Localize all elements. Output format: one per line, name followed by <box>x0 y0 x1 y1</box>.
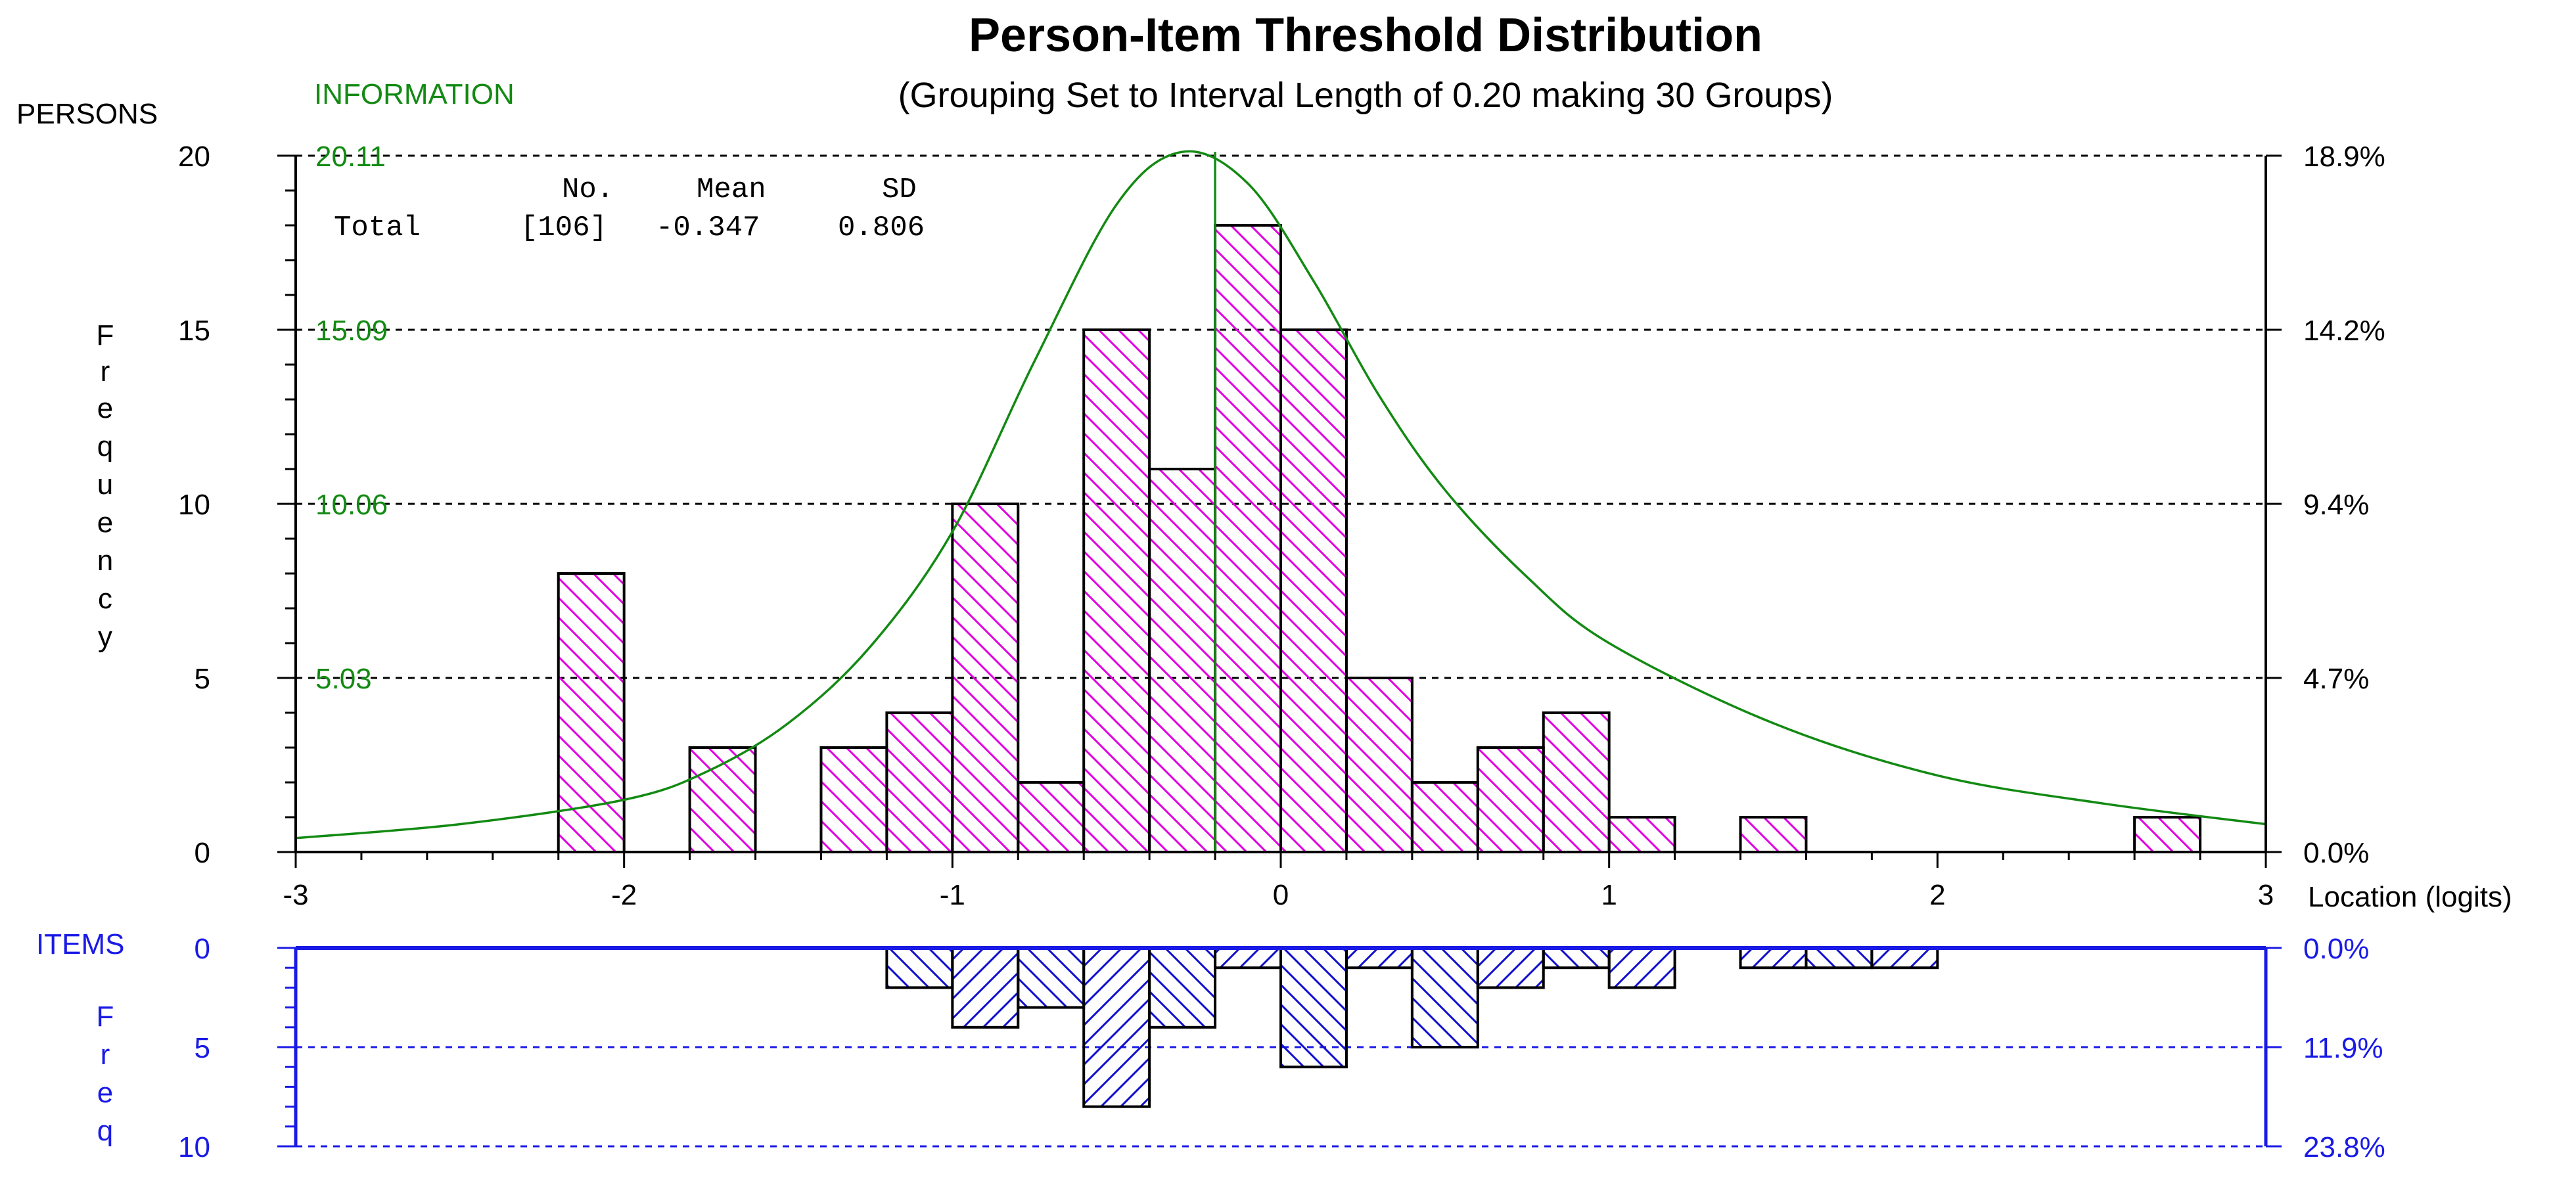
persons-ylabel-char: y <box>98 621 112 653</box>
person-bar <box>1476 746 1545 853</box>
information-tick-label: 5.03 <box>315 663 372 695</box>
items-pct-label: 0.0% <box>2303 933 2369 965</box>
item-bar <box>1739 947 1808 970</box>
person-bar <box>1148 468 1217 853</box>
persons-tick-label: 0 <box>195 837 210 869</box>
item-bar <box>1082 947 1151 1108</box>
statistics-summary: No. Mean SD Total [106] -0.347 0.806 <box>334 173 925 244</box>
stats-mean-value: -0.347 <box>656 212 760 244</box>
stats-no-value: [106] <box>520 212 607 244</box>
item-bar <box>1148 947 1217 1029</box>
person-bar <box>1214 224 1282 853</box>
persons-axis-title: PERSONS <box>16 98 158 130</box>
items-y-ticks: 0 5 10 0.0% 11.9% 23.8% <box>178 933 2385 1163</box>
item-bar <box>951 947 1020 1029</box>
item-bar <box>1870 947 1939 970</box>
items-pct-label: 23.8% <box>2303 1131 2385 1163</box>
chart-title: Person-Item Threshold Distribution <box>969 9 1762 62</box>
items-tick-label: 10 <box>178 1131 210 1163</box>
person-bar <box>819 746 888 853</box>
stats-header-mean: Mean <box>697 173 766 206</box>
x-tick-label: 1 <box>1601 879 1617 911</box>
person-bar <box>2133 816 2202 853</box>
x-axis-ticks: -3 -2 -1 0 1 2 3 <box>283 852 2274 911</box>
items-gridlines <box>296 1046 2266 1148</box>
persons-bars <box>557 224 2202 853</box>
x-tick-label: 3 <box>2258 879 2274 911</box>
items-bars <box>885 947 1939 1108</box>
item-bar <box>1279 947 1348 1069</box>
items-ylabel-char: r <box>101 1039 110 1071</box>
persons-pct-label: 9.4% <box>2303 489 2369 521</box>
item-bar <box>1345 947 1414 970</box>
item-bar <box>1805 947 1874 970</box>
information-tick-label: 10.06 <box>315 489 388 521</box>
items-tick-label: 5 <box>195 1032 210 1064</box>
item-bar <box>1476 947 1545 989</box>
persons-ylabel-char: u <box>97 468 113 501</box>
x-tick-label: -1 <box>940 879 965 911</box>
persons-tick-label: 15 <box>178 315 210 347</box>
information-axis-title: INFORMATION <box>314 78 515 110</box>
information-tick-label: 20.11 <box>315 141 386 173</box>
persons-pct-label: 4.7% <box>2303 663 2369 695</box>
persons-ylabel-char: e <box>97 392 113 424</box>
item-bar <box>1410 947 1479 1048</box>
persons-y-ticks: 5.03 10.06 15.09 20.11 0 5 10 15 20 0.0% 4.7% 9.4% 1… <box>178 141 2385 869</box>
item-bar <box>1542 947 1611 970</box>
stats-sd-value: 0.806 <box>838 212 925 244</box>
items-ylabel-char: e <box>97 1077 113 1109</box>
person-bar <box>885 711 954 853</box>
persons-ylabel-char: r <box>101 355 110 388</box>
item-bar <box>1607 947 1676 989</box>
items-axis-title: ITEMS <box>36 928 124 960</box>
persons-tick-label: 5 <box>195 663 210 695</box>
person-bar <box>1542 711 1611 853</box>
persons-ylabel: F r e q u e n c y <box>97 319 114 653</box>
item-bar <box>1214 947 1282 970</box>
persons-ylabel-char: q <box>97 430 113 462</box>
x-tick-label: -3 <box>283 879 308 911</box>
items-pct-label: 11.9% <box>2303 1032 2383 1064</box>
persons-pct-label: 18.9% <box>2303 141 2385 173</box>
x-axis-label: Location (logits) <box>2308 881 2512 913</box>
persons-ylabel-char: F <box>97 319 114 351</box>
persons-pct-label: 14.2% <box>2303 315 2385 347</box>
items-ylabel-char: q <box>97 1115 113 1147</box>
persons-tick-label: 10 <box>178 489 210 521</box>
chart-subtitle: (Grouping Set to Interval Length of 0.20… <box>898 76 1833 115</box>
items-ylabel-char: F <box>97 1000 114 1033</box>
person-bar <box>1607 816 1676 853</box>
person-bar <box>951 503 1020 853</box>
item-bar <box>885 947 954 989</box>
item-bar <box>1017 947 1086 1009</box>
stats-header-no: No. <box>562 173 614 206</box>
persons-pct-label: 0.0% <box>2303 837 2369 869</box>
stats-header-sd: SD <box>882 173 917 206</box>
person-bar <box>1017 781 1086 853</box>
person-bar <box>1410 781 1479 853</box>
persons-tick-label: 20 <box>178 141 210 173</box>
x-tick-label: 2 <box>1929 879 1945 911</box>
stats-row-label: Total <box>334 212 421 244</box>
x-tick-label: -2 <box>611 879 637 911</box>
person-bar <box>1279 328 1348 853</box>
person-bar <box>1739 816 1808 853</box>
person-bar <box>1345 677 1414 853</box>
information-curve <box>295 150 2266 840</box>
information-curve-layer <box>295 150 2266 852</box>
items-axes <box>277 946 2282 1148</box>
x-tick-label: 0 <box>1273 879 1289 911</box>
items-ylabel: F r e q <box>97 1000 114 1147</box>
person-bar <box>1082 328 1151 853</box>
persons-ylabel-char: c <box>98 583 112 615</box>
information-tick-label: 15.09 <box>315 315 388 347</box>
persons-ylabel-char: n <box>97 545 113 577</box>
persons-ylabel-char: e <box>97 506 113 539</box>
items-tick-label: 0 <box>195 933 210 965</box>
